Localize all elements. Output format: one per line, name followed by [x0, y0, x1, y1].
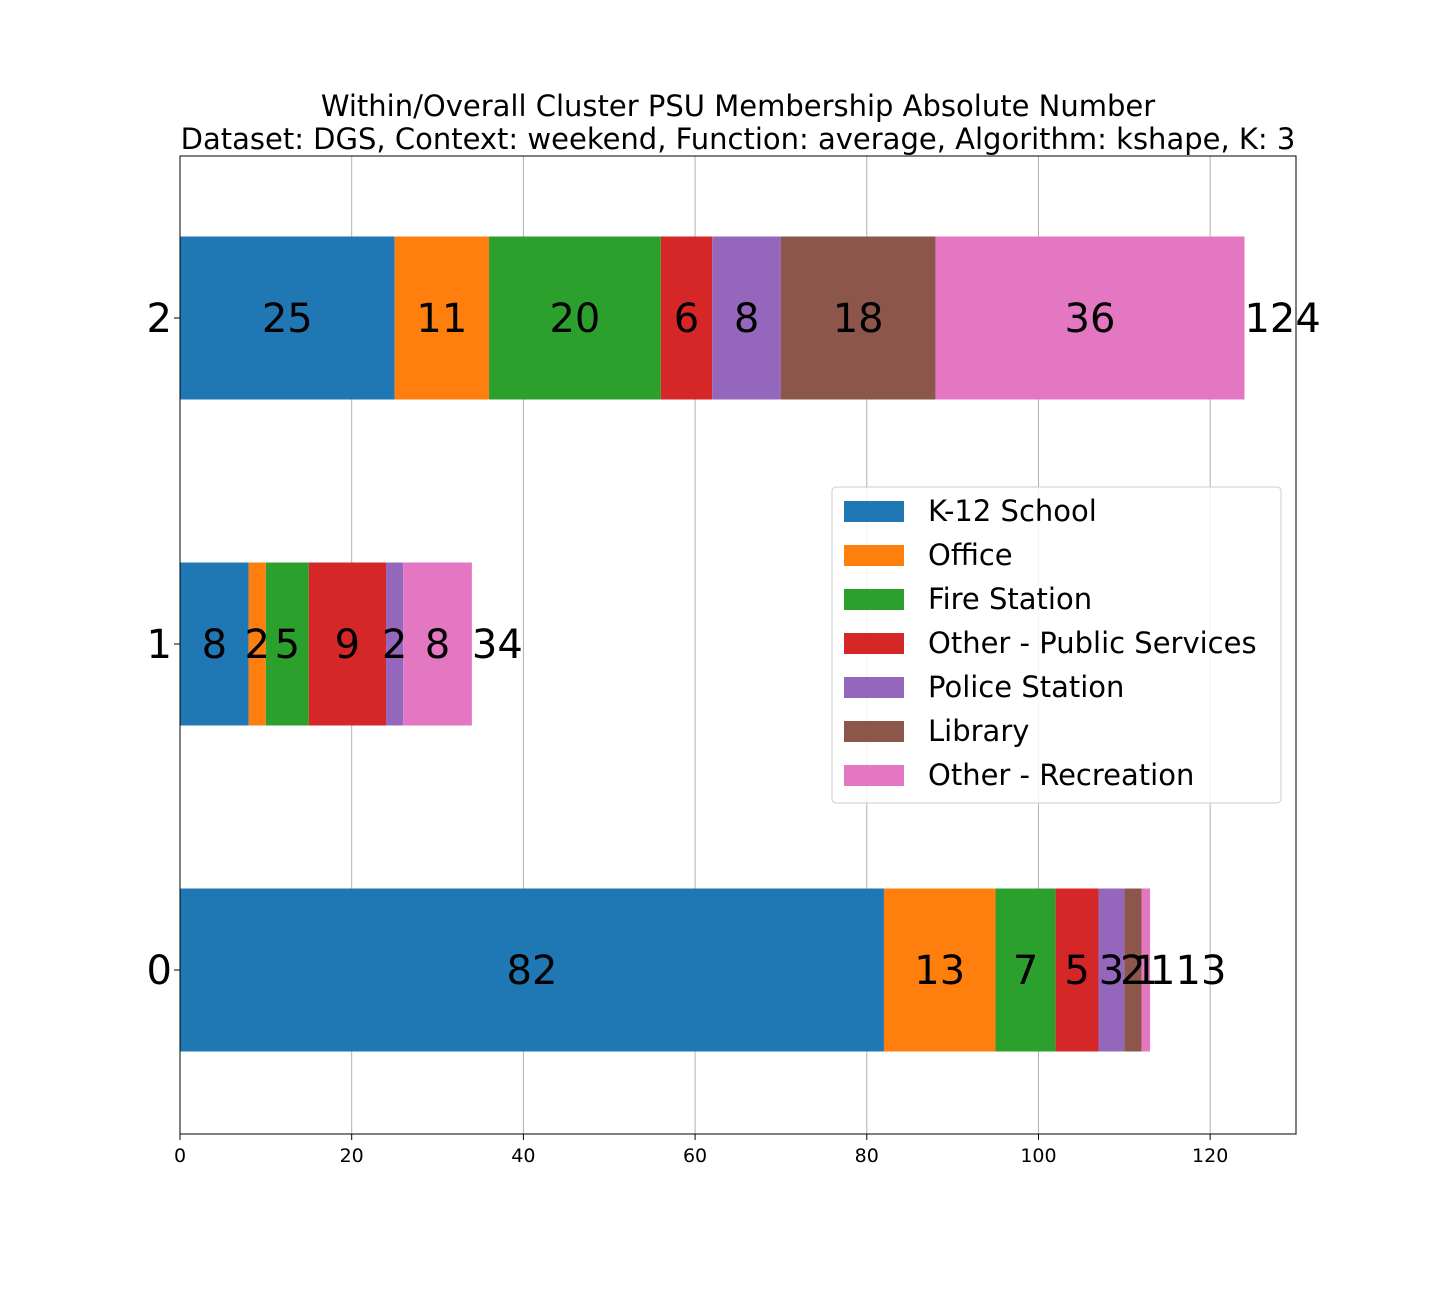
- segment-value-label: 6: [674, 296, 699, 342]
- chart-title: Within/Overall Cluster PSU Membership Ab…: [321, 89, 1155, 123]
- bar-segment: [489, 236, 661, 400]
- bar-segment: [394, 236, 490, 400]
- x-tick-label: 100: [1020, 1145, 1056, 1167]
- legend-swatch: [844, 545, 904, 566]
- legend-entry: Other - Public Services: [928, 626, 1257, 660]
- x-tick-label: 0: [174, 1145, 186, 1167]
- legend-swatch: [844, 589, 904, 610]
- bar-segment: [883, 888, 996, 1052]
- legend-swatch: [844, 765, 904, 786]
- segment-value-label: 1: [1133, 948, 1158, 994]
- legend-swatch: [844, 501, 904, 522]
- segment-value-label: 25: [262, 296, 313, 342]
- segment-value-label: 20: [549, 296, 600, 342]
- y-tick-label: 2: [147, 296, 172, 342]
- bar-segment: [248, 562, 266, 726]
- bar-segment: [386, 562, 404, 726]
- x-tick-label: 20: [340, 1145, 364, 1167]
- segment-value-label: 3: [1099, 948, 1124, 994]
- segment-value-label: 8: [734, 296, 759, 342]
- segment-value-label: 82: [507, 948, 558, 994]
- legend: K-12 School Office Fire Station Other - Pub…: [831, 486, 1282, 804]
- bar-segment: [712, 236, 781, 400]
- y-tick-label: 1: [147, 622, 172, 668]
- bar-segment: [1098, 888, 1125, 1052]
- bar-segment: [935, 236, 1245, 400]
- legend-swatch: [844, 721, 904, 742]
- bar-segment: [308, 562, 387, 726]
- legend-swatch: [844, 677, 904, 698]
- segment-value-label: 5: [1064, 948, 1089, 994]
- segment-value-label: 18: [833, 296, 884, 342]
- x-tick-label: 120: [1192, 1145, 1228, 1167]
- bar-segment: [780, 236, 936, 400]
- bar-segment: [403, 562, 472, 726]
- segment-value-label: 13: [914, 948, 965, 994]
- bar-segment: [660, 236, 713, 400]
- bar-total-label: 124: [1244, 296, 1320, 342]
- legend-box: [831, 486, 1282, 804]
- x-tick-label: 80: [855, 1145, 879, 1167]
- legend-entry: K-12 School: [928, 494, 1097, 528]
- legend-entry: Fire Station: [928, 582, 1092, 616]
- bars: [180, 236, 1245, 1052]
- bar-segment: [1141, 888, 1151, 1052]
- bar-segment: [995, 888, 1056, 1052]
- segment-value-label: 9: [335, 622, 360, 668]
- chart-subtitle: Dataset: DGS, Context: weekend, Function…: [181, 122, 1296, 156]
- legend-entry: Other - Recreation: [928, 758, 1194, 792]
- segment-value-label: 11: [416, 296, 467, 342]
- bar-total-label: 34: [472, 622, 523, 668]
- bar-total-label: 113: [1150, 948, 1226, 994]
- segment-value-label: 8: [425, 622, 450, 668]
- segment-value-label: 2: [382, 622, 407, 668]
- x-tick-label: 60: [683, 1145, 707, 1167]
- legend-swatch: [844, 633, 904, 654]
- segment-value-label: 7: [1013, 948, 1038, 994]
- bar-segment: [265, 562, 309, 726]
- segment-value-label: 36: [1065, 296, 1116, 342]
- plot-frame: [179, 155, 1297, 1135]
- legend-entry: Office: [928, 538, 1013, 572]
- bar-segment: [180, 888, 884, 1052]
- segment-value-label: 8: [202, 622, 227, 668]
- bar-segment: [1124, 888, 1142, 1052]
- legend-entry: Police Station: [928, 670, 1124, 704]
- segment-value-label: 2: [245, 622, 270, 668]
- bar-segment: [180, 562, 249, 726]
- x-tick-label: 40: [511, 1145, 535, 1167]
- segment-value-label: 2: [1120, 948, 1145, 994]
- y-tick-label: 0: [147, 948, 172, 994]
- legend-entry: Library: [928, 714, 1029, 748]
- bar-segment: [180, 236, 395, 400]
- segment-value-label: 5: [275, 622, 300, 668]
- bar-segment: [1055, 888, 1099, 1052]
